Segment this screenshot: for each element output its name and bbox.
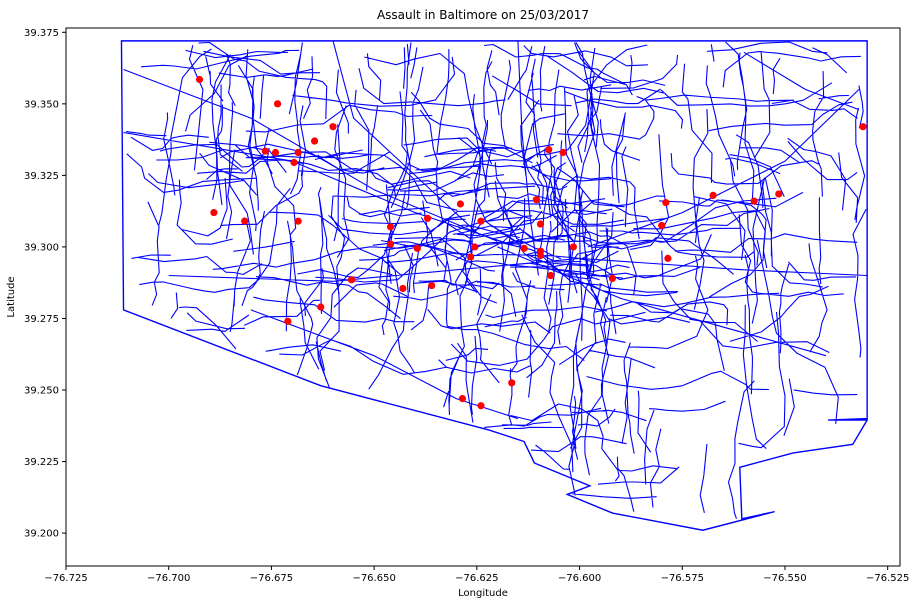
assault-point: [456, 200, 465, 208]
assault-point: [775, 190, 783, 198]
x-tick-label: −76.600: [558, 573, 601, 584]
assault-point: [271, 148, 280, 157]
assault-point: [569, 243, 577, 251]
assault-point: [547, 271, 555, 280]
x-tick-label: −76.700: [147, 573, 190, 584]
assault-point: [290, 158, 298, 167]
x-tick-label: −76.650: [352, 573, 395, 584]
assault-point: [471, 243, 479, 251]
assault-point: [284, 317, 292, 325]
assault-point: [241, 217, 249, 225]
assault-point: [210, 208, 218, 217]
assault-point: [294, 217, 302, 225]
assault-point: [310, 137, 319, 145]
assault-point: [195, 75, 204, 84]
assault-point: [536, 220, 545, 228]
assault-point: [329, 123, 337, 131]
chart-title: Assault in Baltimore on 25/03/2017: [377, 8, 589, 22]
assault-point: [608, 274, 617, 282]
x-tick-label: −76.725: [44, 573, 87, 584]
assault-point: [428, 281, 436, 290]
assault-point: [545, 146, 553, 154]
y-tick-label: 39.300: [24, 242, 59, 253]
assault-point: [662, 198, 670, 207]
assault-point: [532, 196, 541, 204]
x-axis: −76.725 −76.700 −76.675 −76.650 −76.625 −76.6…: [44, 566, 909, 584]
assault-point: [750, 197, 758, 205]
y-tick-label: 39.325: [24, 171, 59, 182]
assault-point: [273, 100, 282, 108]
x-tick-label: −76.625: [455, 573, 498, 584]
city-boundary: [120, 40, 869, 531]
y-axis-label: Latitude: [6, 276, 17, 317]
street-network: [123, 40, 868, 519]
y-tick-label: 39.350: [24, 99, 59, 110]
city-map: [120, 40, 869, 531]
y-tick-label: 39.225: [24, 457, 59, 468]
assault-point: [477, 402, 485, 410]
assault-point: [508, 379, 516, 387]
assault-point: [536, 251, 545, 260]
x-tick-label: −76.575: [661, 573, 704, 584]
assault-point: [261, 147, 269, 155]
y-axis: 39.200 39.225 39.250 39.275 39.300 39.325 39.3…: [24, 28, 66, 540]
assault-point: [347, 276, 356, 284]
assault-point: [520, 244, 528, 252]
assault-point: [709, 191, 717, 200]
assault-point: [477, 217, 485, 225]
assault-point: [294, 148, 302, 157]
y-tick-label: 39.275: [24, 314, 59, 325]
y-tick-label: 39.375: [24, 28, 59, 39]
assault-point: [467, 253, 475, 261]
assault-point: [658, 221, 666, 230]
assault-point: [386, 223, 395, 231]
assault-point: [664, 254, 672, 262]
assault-point: [413, 244, 421, 252]
assault-point: [859, 123, 867, 131]
y-tick-label: 39.200: [24, 529, 59, 540]
assault-point: [458, 394, 467, 403]
assault-point: [399, 284, 407, 293]
x-tick-label: −76.550: [763, 573, 806, 584]
assault-point: [559, 148, 567, 157]
x-tick-label: −76.675: [250, 573, 293, 584]
x-axis-label: Longitude: [458, 588, 508, 599]
y-tick-label: 39.250: [24, 386, 59, 397]
plot-area: [120, 40, 869, 531]
assault-points: [195, 75, 867, 410]
plot-frame: [65, 27, 901, 567]
assault-point: [317, 303, 325, 311]
assault-point: [423, 214, 432, 222]
x-tick-label: −76.525: [866, 573, 909, 584]
assault-point: [386, 240, 395, 248]
